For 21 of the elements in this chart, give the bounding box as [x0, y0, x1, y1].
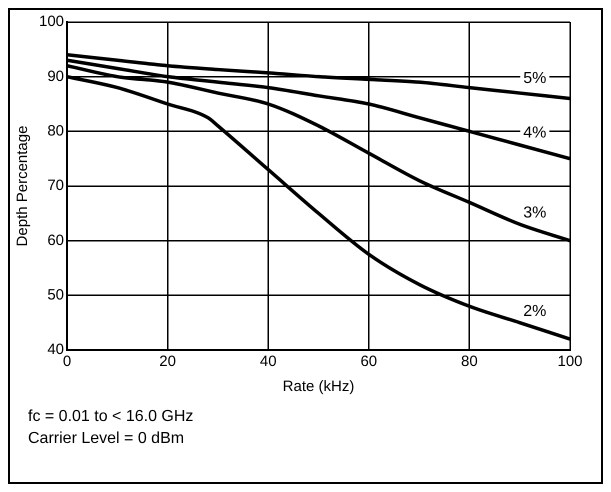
y-tick-label: 100 — [38, 13, 64, 30]
series-label: 5% — [523, 70, 546, 88]
text: Carrier Level = 0 dBm — [28, 429, 186, 449]
x-tick-label: 20 — [159, 353, 176, 370]
text: fc = 0.01 to < 16.0 GHz — [28, 407, 194, 427]
x-tick-label: 80 — [461, 353, 478, 370]
y-tick-label: 80 — [47, 122, 64, 140]
y-tick-label: 60 — [47, 232, 64, 249]
x-tick-label: 100 — [557, 353, 583, 370]
y-tick-label: 40 — [47, 341, 64, 358]
x-tick-label: 40 — [260, 353, 277, 370]
series-label: 4% — [523, 124, 546, 142]
y-tick-label: 90 — [47, 68, 64, 85]
series-label: 3% — [523, 204, 546, 222]
x-axis-title: Rate (kHz) — [282, 378, 354, 396]
y-axis-title: Depth Percentage — [14, 126, 32, 246]
y-tick-label: 70 — [47, 177, 64, 194]
y-tick-label: 50 — [47, 286, 64, 304]
x-tick-label: 60 — [360, 353, 378, 370]
series-label: 2% — [523, 302, 546, 320]
x-tick-label: 0 — [62, 353, 72, 370]
